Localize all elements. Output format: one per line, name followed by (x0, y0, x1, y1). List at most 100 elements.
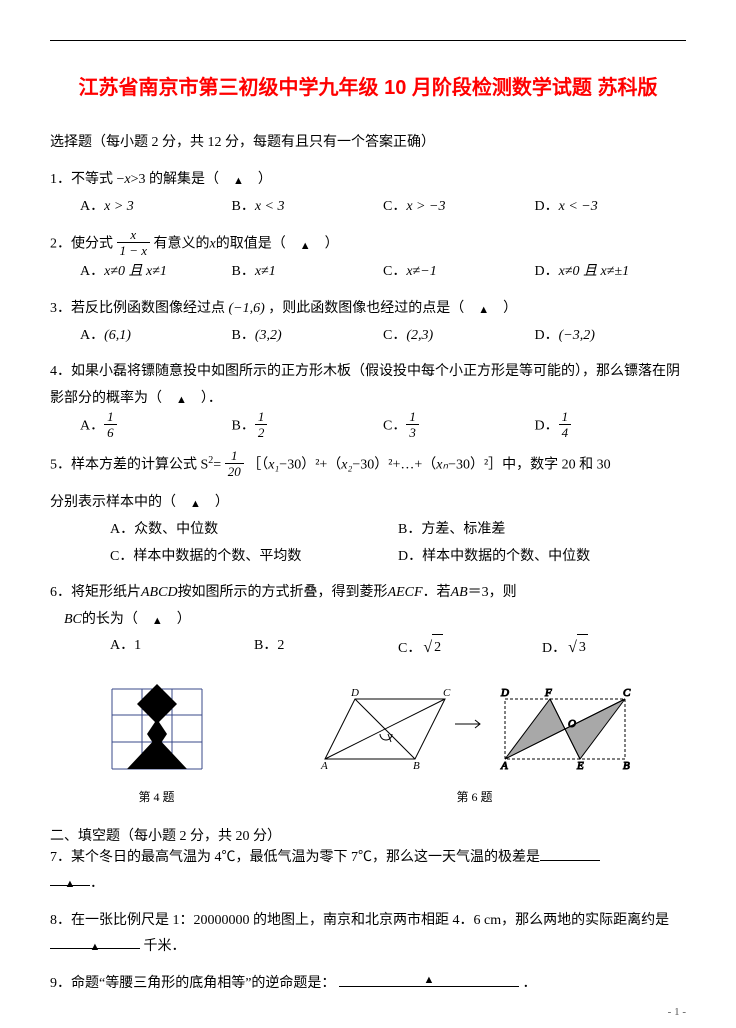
q5-stem2-end: ） (201, 495, 229, 510)
q5-opt-b: B．方差、标准差 (398, 517, 686, 544)
q6-options: A．1 B．2 C．2 D．3 (50, 633, 686, 663)
q6-opt-d: D． 3 (542, 633, 686, 663)
q7-stem: 7．某个冬日的最高气温为 4℃，最低气温为零下 7℃，那么这一天气温的极差是 (50, 850, 540, 865)
svg-text:O: O (568, 718, 576, 730)
q4-stem: 4．如果小磊将镖随意投中如图所示的正方形木板（假设投中每个小正方形是等可能的），… (50, 364, 680, 406)
q5-frac-num: 1 (225, 449, 244, 464)
q3-opt-a: A．(6,1) (80, 323, 232, 350)
q6-abcd: ABCD (141, 585, 178, 600)
q1-options: A．x > 3 B．x < 3 C．x > −3 D．x < −3 (50, 194, 686, 221)
q2-opt-b-val: x≠1 (255, 264, 276, 279)
q2-stem-c: 的取值是（ (216, 237, 300, 252)
question-8: 8．在一张比例尺是 1：20000000 的地图上，南京和北京两市相距 4．6 … (50, 908, 686, 961)
q3-point: (−1,6) (229, 301, 265, 316)
q8-stem-a: 8．在一张比例尺是 1：20000000 的地图上，南京和北京两市相距 4．6 … (50, 913, 669, 928)
q1-opt-c-val: x > −3 (406, 199, 445, 214)
q2-stem-d: ） (311, 237, 339, 252)
q6-ab: AB (451, 585, 468, 600)
q5-stem-f: −30）²］中，数字 20 和 30 (448, 458, 611, 473)
q3-opt-d-val: (−3,2) (559, 328, 595, 343)
q2-opt-d-val: x≠0 且 x≠±1 (559, 264, 629, 279)
figures-row: 第 4 题 A B C D (50, 679, 686, 805)
q3-opt-d: D．(−3,2) (535, 323, 687, 350)
q2-frac-den: 1 − x (117, 243, 151, 257)
q6-stem-d: ＝3，则 (468, 585, 517, 600)
q1-opt-d-val: x < −3 (559, 199, 598, 214)
q1-opt-b-val: x < 3 (255, 199, 285, 214)
q4-options: A．16 B．12 C．13 D．14 (50, 412, 686, 441)
q6-opt-c: C． 2 (398, 633, 542, 663)
q4-b-num: 1 (255, 410, 268, 425)
q4-a-den: 6 (104, 425, 117, 439)
q3-opt-b: B．(3,2) (232, 323, 384, 350)
question-9: 9．命题“等腰三角形的底角相等”的逆命题是： ▲ ． (50, 971, 686, 998)
section2-head: 二、填空题（每小题 2 分，共 20 分） (50, 825, 686, 845)
svg-text:A: A (320, 760, 328, 772)
q3-opt-b-val: (3,2) (255, 328, 282, 343)
q1-opt-c: C．x > −3 (383, 194, 535, 221)
blank-triangle (233, 168, 244, 195)
svg-text:D: D (350, 687, 359, 699)
blank-triangle (300, 233, 311, 260)
q1-opt-d: D．x < −3 (535, 194, 687, 221)
q2-opt-c-val: x≠−1 (406, 264, 436, 279)
question-4: 4．如果小磊将镖随意投中如图所示的正方形木板（假设投中每个小正方形是等可能的），… (50, 359, 686, 441)
q4-a-num: 1 (104, 410, 117, 425)
q4-c-den: 3 (406, 425, 419, 439)
q2-fraction: x1 − x (117, 228, 151, 257)
q5-opt-c: C．样本中数据的个数、平均数 (110, 544, 398, 571)
q6-c-pre: C． (398, 641, 421, 656)
q5-fraction: 120 (225, 449, 244, 478)
q9-stem-b: ． (522, 976, 536, 991)
blank-line (540, 846, 600, 861)
q6-d-rad: 3 (577, 634, 588, 662)
svg-text:F: F (544, 687, 552, 699)
figure-6: A B C D A B C D E F O (315, 684, 635, 805)
q3-opt-c-val: (2,3) (406, 328, 433, 343)
q6-stem-b: 按如图所示的方式折叠，得到菱形 (178, 585, 388, 600)
q4-b-den: 2 (255, 425, 268, 439)
q1-stem-a: 1．不等式 − (50, 172, 124, 187)
q6-c-rad: 2 (432, 634, 443, 662)
svg-text:B: B (623, 760, 630, 772)
q2-opt-a: A．x≠0 且 x≠1 (80, 259, 232, 286)
q6-stem-c: ．若 (423, 585, 451, 600)
question-5: 5．样本方差的计算公式 S2= 120 ［（x₁−30）²+（x₂−30）²+…… (50, 451, 686, 570)
question-1: 1．不等式 −x>3 的解集是（ ） A．x > 3 B．x < 3 C．x >… (50, 167, 686, 220)
q2-stem-b: 有意义的 (154, 237, 210, 252)
question-2: 2．使分式 x1 − x 有意义的x的取值是（ ） A．x≠0 且 x≠1 B．… (50, 230, 686, 286)
question-7: 7．某个冬日的最高气温为 4℃，最低气温为零下 7℃，那么这一天气温的极差是 ▲… (50, 845, 686, 898)
q1-stem-b: >3 的解集是（ (131, 172, 233, 187)
q5-opt-d: D．样本中数据的个数、中位数 (398, 544, 686, 571)
q3-stem-b: ，则此函数图像也经过的点是（ (268, 301, 478, 316)
q3-opt-a-val: (6,1) (104, 328, 131, 343)
blank-triangle (176, 387, 187, 414)
q5-options: A．众数、中位数 B．方差、标准差 C．样本中数据的个数、平均数 D．样本中数据… (50, 517, 686, 570)
q1-stem-c: ） (244, 172, 272, 187)
blank-line: ▲ (50, 934, 140, 949)
q6-opt-a: A．1 (110, 633, 254, 663)
q2-opt-b: B．x≠1 (232, 259, 384, 286)
q5-frac-den: 20 (225, 464, 244, 478)
svg-text:E: E (576, 760, 584, 772)
q5-x2: x₂ (341, 458, 352, 473)
q6-stem-a: 6．将矩形纸片 (50, 585, 141, 600)
figure-4-caption: 第 4 题 (102, 788, 212, 805)
q4-c-num: 1 (406, 410, 419, 425)
q3-stem-a: 3．若反比例函数图像经过点 (50, 301, 225, 316)
q4-d-num: 1 (559, 410, 572, 425)
blank-triangle (152, 608, 163, 635)
q5-stem2: 分别表示样本中的（ (50, 495, 190, 510)
question-6: 6．将矩形纸片ABCD按如图所示的方式折叠，得到菱形AECF．若AB＝3，则 B… (50, 580, 686, 664)
q6-d-pre: D． (542, 641, 566, 656)
q5-stem-d: −30）²+（ (279, 458, 341, 473)
q3-stem-c: ） (489, 301, 517, 316)
blank-triangle (190, 491, 201, 518)
figure-6-caption: 第 6 题 (315, 788, 635, 805)
figure-4: 第 4 题 (102, 679, 212, 805)
blank-line-long: ▲ (339, 972, 519, 987)
q2-stem-a: 2．使分式 (50, 237, 113, 252)
q4-opt-c: C．13 (383, 412, 535, 441)
q5-stem-e: −30）²+…+（ (352, 458, 436, 473)
section-2: 二、填空题（每小题 2 分，共 20 分） 7．某个冬日的最高气温为 4℃，最低… (50, 825, 686, 998)
